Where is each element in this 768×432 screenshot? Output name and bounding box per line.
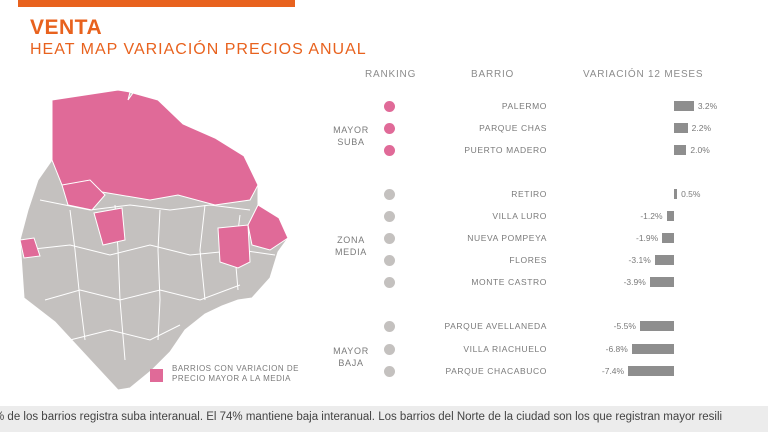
ranking-dot: [383, 232, 395, 244]
variation-value-label: 3.2%: [697, 101, 718, 111]
barrio-label: NUEVA POMPEYA: [467, 233, 547, 243]
group-label-line: ZONA: [337, 235, 365, 245]
group-label-mayor-baja: MAYOR BAJA: [321, 345, 381, 369]
page-subtitle: HEAT MAP VARIACIÓN PRECIOS ANUAL: [30, 41, 367, 58]
variation-bar: [649, 277, 674, 287]
variation-bar: [666, 211, 674, 221]
ranking-dot: [383, 254, 395, 266]
group-label-line: MAYOR: [333, 346, 369, 356]
ranking-dot: [383, 210, 395, 222]
footer-bar: % de los barrios registra suba interanua…: [0, 406, 768, 432]
footer-text: % de los barrios registra suba interanua…: [0, 411, 723, 423]
barrio-label: PUERTO MADERO: [464, 145, 547, 155]
column-header-barrio: BARRIO: [471, 69, 515, 80]
ranking-dot: [383, 144, 395, 156]
variation-value-label: -7.4%: [601, 366, 625, 376]
barrio-label: RETIRO: [511, 189, 547, 199]
barrio-label: PARQUE CHAS: [479, 123, 547, 133]
group-label-line: MAYOR: [333, 125, 369, 135]
top-accent-bar: [18, 0, 295, 7]
barrio-label: MONTE CASTRO: [471, 277, 547, 287]
ranking-dot: [383, 188, 395, 200]
group-label-line: SUBA: [337, 137, 365, 147]
barrio-label: FLORES: [509, 255, 547, 265]
group-label-mayor-suba: MAYOR SUBA: [321, 124, 381, 148]
variation-bar: [639, 321, 674, 331]
variation-value-label: -1.2%: [640, 211, 663, 221]
map-above-average-regions: [19, 89, 289, 269]
variation-bar: [654, 255, 674, 265]
group-label-zona-media: ZONA MEDIA: [321, 234, 381, 258]
column-header-ranking: RANKING: [365, 69, 417, 80]
ranking-dot: [383, 365, 395, 377]
barrio-label: PARQUE CHACABUCO: [445, 366, 547, 376]
variation-value-label: -3.9%: [623, 277, 646, 287]
variation-bar: [631, 344, 674, 354]
ranking-dot: [383, 320, 395, 332]
barrio-label: VILLA RIACHUELO: [463, 344, 547, 354]
barrio-label: PALERMO: [501, 101, 547, 111]
legend-swatch: [150, 369, 163, 382]
variation-value-label: 0.5%: [681, 189, 701, 199]
page-title: VENTA: [30, 16, 103, 39]
variation-bar: [674, 189, 678, 199]
barrio-label: PARQUE AVELLANEDA: [444, 321, 547, 331]
variation-bar: [628, 366, 674, 376]
legend-label: BARRIOS CON VARIACION DE PRECIO MAYOR A …: [172, 364, 299, 383]
variation-bar: [674, 101, 694, 111]
variation-value-label: 2.2%: [691, 123, 711, 133]
column-header-variacion: VARIACIÓN 12 MESES: [583, 69, 704, 80]
ranking-dot: [383, 122, 395, 134]
variation-bar: [662, 233, 674, 243]
variation-value-label: -3.1%: [628, 255, 651, 265]
group-label-line: BAJA: [338, 358, 364, 368]
ranking-dot: [383, 100, 395, 112]
ranking-dot: [383, 276, 395, 288]
barrio-label: VILLA LURO: [492, 211, 547, 221]
variation-bar: [674, 145, 687, 155]
variation-value-label: -6.8%: [605, 344, 628, 354]
ranking-dot: [383, 343, 395, 355]
variation-value-label: 2.0%: [690, 145, 710, 155]
group-label-line: MEDIA: [334, 247, 367, 257]
variation-bar: [674, 123, 688, 133]
variation-value-label: -5.5%: [613, 321, 636, 331]
variation-value-label: -1.9%: [636, 233, 659, 243]
